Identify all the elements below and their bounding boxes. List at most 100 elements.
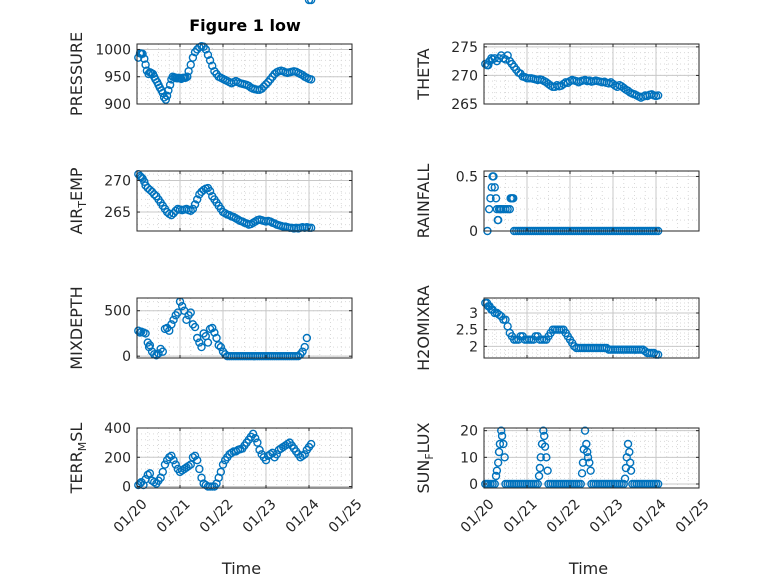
pressure-data-point <box>140 54 149 63</box>
theta-ytick-label: 265 <box>451 97 478 113</box>
mixdepth-data-point <box>298 347 307 356</box>
pressure-data-point <box>165 80 175 90</box>
air-temp-ytick-label: 265 <box>104 205 131 221</box>
sun-flux-ytick-label: 0 <box>469 477 478 493</box>
sun-flux-data-point <box>542 453 551 462</box>
sun-flux-data-point <box>583 453 593 462</box>
terr-msl-data-point <box>160 460 170 469</box>
air-temp-data-point <box>188 204 198 214</box>
mixdepth-data-point <box>197 342 206 352</box>
air-temp-data-point <box>192 195 202 204</box>
pressure-axes-box <box>136 43 353 105</box>
h2omixra-ytick-label: 2 <box>469 339 478 355</box>
theta-ytick-label: 270 <box>451 68 478 84</box>
h2omixra-ytick-label: 3 <box>469 306 478 322</box>
terr-msl-data-point <box>184 461 193 471</box>
terr-msl-data-point <box>253 438 262 447</box>
mixdepth-ylabel: MIXDEPTH <box>67 286 86 369</box>
sun-flux-data-point <box>540 442 550 451</box>
h2omixra-ylabel: H2OMIXRA <box>414 285 433 371</box>
h2omixra-subplot: 22.53 H2OMIXRA <box>414 285 700 371</box>
terr-msl-data-point <box>248 429 258 439</box>
theta-axes-box <box>483 43 700 105</box>
mixdepth-data-point <box>208 323 217 333</box>
terr-msl-ytick-label: 200 <box>104 450 131 466</box>
sun-flux-data-point <box>494 447 504 457</box>
pressure-ytick-label: 950 <box>104 70 131 86</box>
rainfall-data-point <box>505 204 514 214</box>
terr-msl-ytick-label: 0 <box>122 480 131 496</box>
pressure-data-point <box>201 45 211 54</box>
mixdepth-ytick-label: 500 <box>104 304 131 320</box>
mixdepth-data-point <box>141 329 150 338</box>
mixdepth-data-point <box>195 338 204 347</box>
pressure-subplot: 900 950 1000 PRESSURE <box>67 32 353 116</box>
mixdepth-ytick-label: 0 <box>122 349 131 365</box>
mixdepth-axes-box <box>136 297 353 359</box>
mixdepth-data-point <box>306 0 316 5</box>
pressure-data-point <box>257 84 266 93</box>
h2omixra-plot-area <box>484 298 699 358</box>
terr-msl-data-point <box>255 445 264 455</box>
pressure-data-point <box>208 61 217 71</box>
mixdepth-data-point <box>167 320 176 329</box>
pressure-data-point <box>164 86 173 95</box>
sun-flux-data-point <box>497 426 506 435</box>
sun-flux-ytick-label: 20 <box>460 424 478 440</box>
air-temp-data-point <box>190 200 200 209</box>
air-temp-data-point <box>195 190 204 199</box>
sun-flux-xlabel: Time <box>568 559 608 578</box>
sun-flux-data-point <box>536 453 545 462</box>
terr-msl-data-point <box>145 469 155 478</box>
rainfall-data-point <box>489 172 498 181</box>
sun-flux-data-point <box>626 466 636 475</box>
terr-msl-data-point <box>261 456 271 465</box>
sun-flux-data-point <box>534 471 544 481</box>
air-temp-data-point <box>169 209 178 218</box>
terr-msl-data-point <box>195 464 204 474</box>
rainfall-data-point <box>509 194 518 203</box>
terr-msl-data-point <box>218 460 228 469</box>
theta-ytick-label: 275 <box>451 40 478 56</box>
sun-flux-data-point <box>577 469 587 478</box>
pressure-data-point <box>162 91 172 101</box>
pressure-data-point <box>270 69 279 79</box>
terr-msl-data-point <box>300 450 309 459</box>
pressure-ytick-label: 900 <box>104 97 131 113</box>
mixdepth-data-point <box>190 322 200 332</box>
h2omixra-data-point <box>649 348 659 358</box>
terr-msl-data-point <box>216 467 226 477</box>
sun-flux-data-point <box>582 439 591 449</box>
mixdepth-data-point <box>210 328 219 337</box>
sun-flux-data-point <box>586 466 595 475</box>
terr-msl-ytick-label: 400 <box>104 421 131 437</box>
terr-msl-data-point <box>158 467 168 477</box>
air-temp-subplot: 265 270 AIRTEMP <box>67 167 353 235</box>
h2omixra-axes-box <box>483 297 700 359</box>
theta-data-point <box>484 60 493 70</box>
pressure-data-point <box>259 82 269 91</box>
pressure-data-point <box>203 50 213 60</box>
mixdepth-data-point <box>186 308 195 317</box>
rainfall-data-point <box>484 204 494 214</box>
theta-subplot: 265 270 275 THETA <box>414 40 700 113</box>
rainfall-ytick-label: 0 <box>469 224 478 240</box>
mixdepth-data-point <box>203 338 213 347</box>
air-temp-ytick-label: 270 <box>104 173 131 189</box>
sun-flux-ylabel: SUNFLUX <box>414 422 436 493</box>
terr-msl-data-point <box>298 451 307 460</box>
rainfall-axes-box <box>483 170 700 232</box>
air-temp-ylabel: AIRTEMP <box>67 167 89 234</box>
theta-ylabel: THETA <box>414 48 433 100</box>
rainfall-subplot: 0 0.5 RAINFALL <box>414 164 700 240</box>
mixdepth-data-point <box>216 342 226 352</box>
rainfall-ylabel: RAINFALL <box>414 164 433 239</box>
pressure-data-point <box>306 75 316 84</box>
air-temp-data-point <box>145 185 155 195</box>
rainfall-data-point <box>491 194 501 203</box>
theta-data-point <box>501 55 510 64</box>
terr-msl-data-point <box>272 450 281 459</box>
h2omixra-data-point <box>494 310 504 319</box>
